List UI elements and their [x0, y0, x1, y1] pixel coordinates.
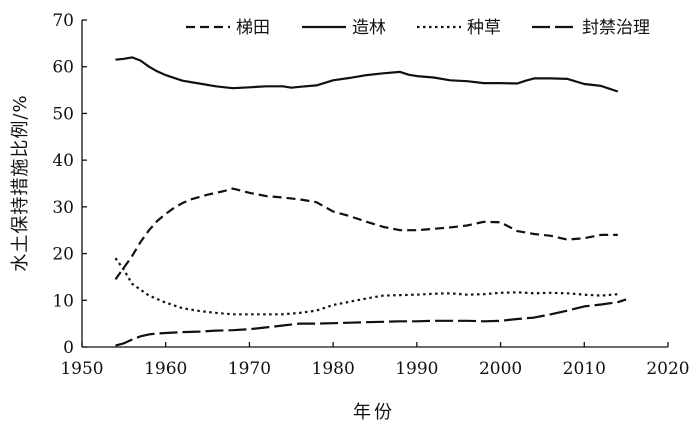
legend-label-3: 种草: [467, 18, 501, 38]
x-axis-title: 年份: [353, 402, 395, 423]
axes: [81, 20, 668, 348]
series-layer: [114, 56, 627, 347]
x-tick-label: 1990: [395, 359, 438, 379]
y-tick-label: 60: [52, 58, 74, 78]
y-tick-label: 50: [52, 104, 74, 124]
series-line-3: [114, 257, 618, 316]
x-ticks: 1950 1960 1970 1980 1990 2000 2010 2020: [60, 342, 690, 379]
legend-label-2: 造林: [352, 18, 386, 38]
x-tick-label: 1970: [228, 359, 271, 379]
x-tick-label: 2010: [563, 359, 606, 379]
y-tick-label: 20: [52, 245, 74, 265]
x-tick-label: 2000: [479, 359, 522, 379]
x-tick-label: 1980: [312, 359, 355, 379]
legend-label-4: 封禁治理: [582, 18, 650, 38]
legend-label-1: 梯田: [236, 18, 270, 38]
series-line-1: [114, 187, 618, 280]
y-tick-label: 0: [63, 338, 74, 358]
y-ticks: 0 10 20 30 40 50 60 70: [52, 11, 87, 358]
series-line-4: [115, 298, 627, 347]
x-tick-label: 1960: [144, 359, 187, 379]
y-tick-label: 70: [52, 11, 74, 31]
y-tick-label: 30: [52, 198, 74, 218]
y-tick-label: 40: [52, 151, 74, 171]
y-axis-title: 水土保持措施比例/%: [10, 94, 31, 271]
series-line-2: [115, 56, 619, 93]
x-tick-label: 1950: [60, 359, 103, 379]
legend: 梯田 造林 种草 封禁治理: [186, 18, 650, 38]
y-tick-label: 10: [52, 291, 74, 311]
x-tick-label: 2020: [646, 359, 689, 379]
